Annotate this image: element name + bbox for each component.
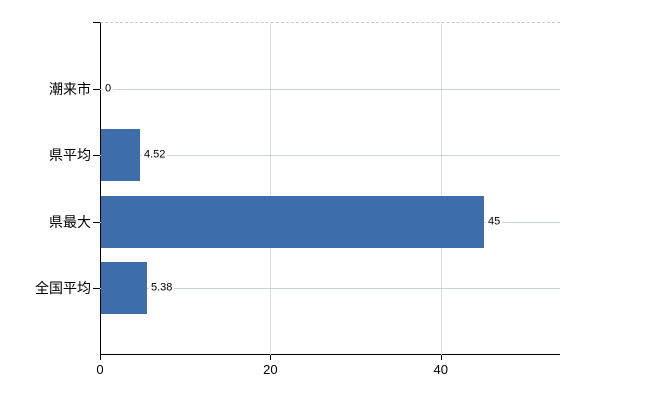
h-gridline (100, 155, 560, 156)
x-axis-tick-label: 0 (96, 362, 104, 377)
x-axis-tick (440, 355, 442, 360)
category-label: 県平均 (49, 147, 91, 163)
y-axis-tick (93, 89, 100, 90)
bar-value-label: 45 (486, 215, 503, 229)
bar (101, 129, 140, 181)
category-label: 全国平均 (35, 280, 91, 296)
bar (101, 262, 147, 314)
category-label: 潮来市 (49, 81, 91, 97)
x-axis-tick-label: 20 (263, 362, 278, 377)
x-axis-tick (100, 355, 101, 360)
bar-value-label: 4.52 (142, 148, 168, 162)
category-label: 県最大 (49, 214, 91, 230)
y-axis-tick (93, 155, 100, 156)
v-gridline (270, 22, 272, 355)
y-axis-tick (93, 222, 100, 223)
x-axis-tick-label: 40 (433, 362, 448, 377)
plot-area (100, 22, 560, 355)
y-axis-tick (93, 288, 100, 289)
h-gridline (100, 89, 560, 90)
y-axis-top-tick (93, 22, 100, 23)
bar-value-label: 5.38 (149, 281, 175, 295)
h-gridline (100, 288, 560, 289)
bar-value-label: 0 (103, 82, 114, 96)
v-gridline (440, 22, 442, 355)
x-axis-tick (270, 355, 272, 360)
bar (101, 196, 484, 248)
